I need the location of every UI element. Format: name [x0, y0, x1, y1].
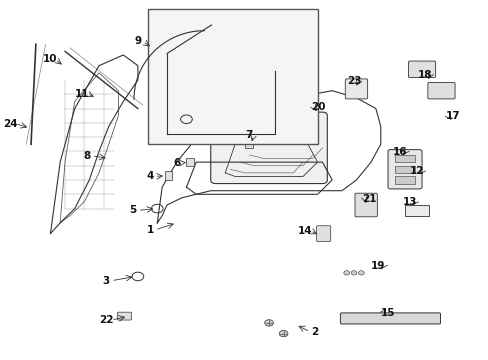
Text: 24: 24: [3, 118, 18, 129]
Text: 18: 18: [417, 69, 432, 80]
Text: 5: 5: [129, 205, 136, 215]
Text: 12: 12: [409, 166, 424, 176]
FancyBboxPatch shape: [316, 226, 330, 242]
Bar: [244, 141, 253, 148]
FancyBboxPatch shape: [340, 313, 440, 324]
Text: 9: 9: [134, 36, 141, 46]
Circle shape: [279, 330, 287, 337]
FancyBboxPatch shape: [407, 61, 435, 77]
FancyBboxPatch shape: [427, 82, 454, 99]
Text: 10: 10: [43, 54, 58, 64]
Circle shape: [264, 320, 273, 326]
Bar: [404, 205, 428, 216]
Text: 11: 11: [75, 89, 89, 99]
FancyBboxPatch shape: [117, 312, 131, 320]
Text: 7: 7: [244, 130, 252, 140]
Bar: [394, 166, 414, 173]
FancyBboxPatch shape: [387, 150, 421, 189]
Text: 16: 16: [392, 147, 407, 157]
Text: 21: 21: [362, 194, 376, 203]
Text: 13: 13: [402, 197, 416, 207]
Text: 22: 22: [99, 315, 113, 325]
Text: 2: 2: [311, 327, 318, 337]
Circle shape: [358, 271, 364, 275]
Text: 15: 15: [380, 308, 394, 318]
Text: 14: 14: [298, 226, 312, 236]
FancyBboxPatch shape: [345, 79, 367, 99]
Text: 17: 17: [446, 111, 460, 121]
FancyBboxPatch shape: [210, 112, 326, 184]
Bar: [186, 158, 193, 166]
Bar: [394, 155, 414, 162]
Text: 19: 19: [370, 261, 385, 271]
Bar: [164, 171, 172, 180]
Text: 23: 23: [346, 76, 361, 86]
Text: 1: 1: [146, 225, 153, 235]
Circle shape: [350, 271, 356, 275]
Text: 20: 20: [311, 102, 325, 112]
Text: 8: 8: [83, 151, 90, 161]
Bar: [147, 9, 317, 144]
FancyBboxPatch shape: [354, 193, 377, 217]
Circle shape: [343, 271, 349, 275]
Text: 6: 6: [173, 158, 180, 168]
Text: 3: 3: [102, 276, 110, 286]
Text: 4: 4: [146, 171, 153, 181]
Bar: [394, 176, 414, 184]
